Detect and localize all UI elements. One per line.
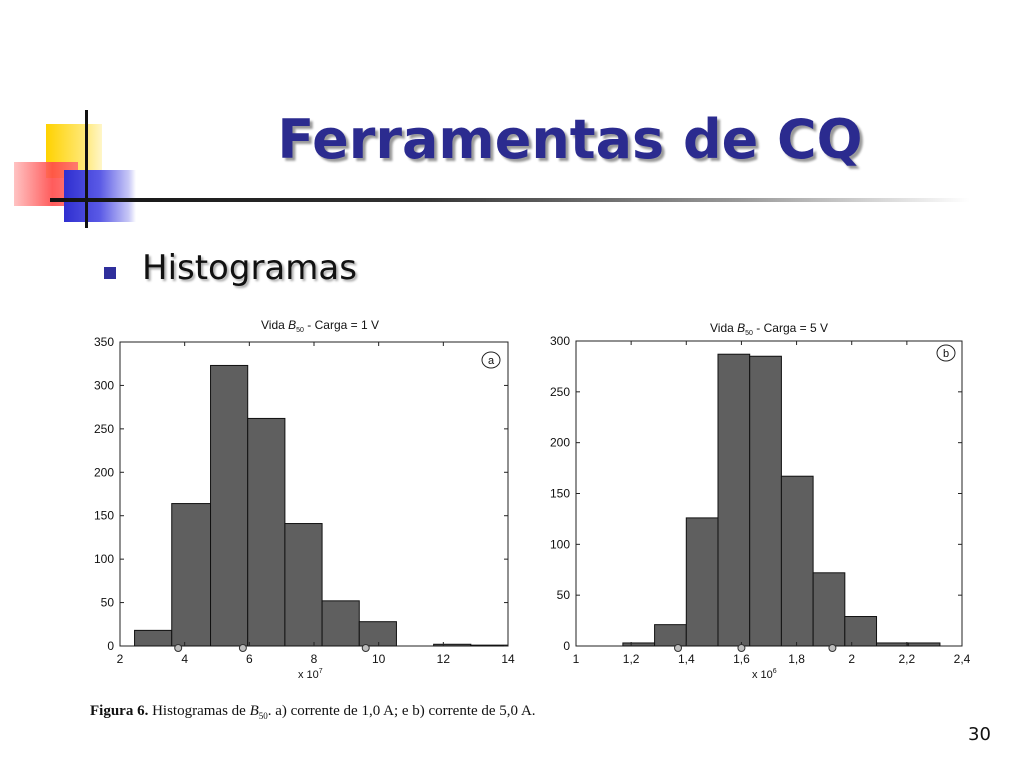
chart-a-bar — [470, 644, 509, 647]
chart-b-bar — [685, 517, 719, 647]
chart-b-marker — [828, 644, 837, 652]
chart-a-x-multiplier: x 107 — [298, 668, 323, 681]
caption-prefix: Histogramas de — [148, 703, 250, 719]
page-number: 30 — [968, 724, 991, 745]
chart-a-marker — [238, 644, 247, 652]
chart-b-x-tick-label: 1,2 — [623, 652, 640, 666]
chart-b-bar — [654, 624, 687, 647]
chart-a-y-tick-label: 250 — [94, 422, 114, 436]
chart-a-y-tick-label: 300 — [94, 378, 114, 392]
bullet-text: Histogramas — [142, 248, 357, 288]
chart-a-x-tick-label: 2 — [117, 652, 124, 666]
chart-b-y-tick-label: 250 — [550, 385, 570, 399]
chart-a-title-subscript: 50 — [296, 327, 304, 334]
chart-a-panel-label: a — [481, 351, 501, 369]
chart-b-x-tick-label: 1,8 — [788, 652, 805, 666]
chart-a-bar — [210, 364, 249, 647]
chart-a-marker — [174, 644, 183, 652]
chart-b-x-tick-label: 1 — [573, 652, 580, 666]
chart-b-bar — [907, 642, 941, 647]
chart-a-bar — [247, 417, 286, 647]
chart-a-x-tick-label: 14 — [501, 652, 515, 666]
chart-b-x-tick-label: 2,2 — [899, 652, 916, 666]
chart-a-y-tick-label: 200 — [94, 465, 114, 479]
chart-b-marker — [674, 644, 683, 652]
chart-b-bar — [844, 616, 878, 647]
caption-suffix: . a) corrente de 1,0 A; e b) corrente de… — [267, 703, 536, 719]
chart-b-marker — [737, 644, 746, 652]
chart-a-x-tick-label: 10 — [372, 652, 386, 666]
chart-a-title-suffix: - Carga = 1 V — [304, 318, 379, 332]
chart-b-y-tick-label: 200 — [550, 436, 570, 450]
histogram-b: Vida B50 - Carga = 5 V 05010015020025030… — [550, 321, 971, 681]
chart-a-bar — [321, 600, 360, 647]
chart-b-x-tick-label: 1,6 — [733, 652, 750, 666]
chart-b-bar — [717, 353, 751, 647]
chart-b-x-tick-label: 1,4 — [678, 652, 695, 666]
chart-b-title-suffix: - Carga = 5 V — [753, 321, 828, 335]
svg-text:a: a — [488, 355, 495, 367]
chart-a-bar — [134, 629, 173, 647]
chart-b-title-subscript: 50 — [745, 330, 753, 337]
histogram-a: Vida B50 - Carga = 1 V 05010015020025030… — [94, 318, 515, 681]
bullet-square-icon — [104, 267, 116, 279]
chart-a-y-tick-label: 100 — [94, 552, 114, 566]
chart-a-title: Vida B50 - Carga = 1 V — [261, 318, 379, 334]
title-rule — [50, 198, 970, 202]
chart-a-x-tick-label: 12 — [437, 652, 451, 666]
chart-a-x-tick-label: 6 — [246, 652, 253, 666]
chart-a-x-tick-label: 8 — [311, 652, 318, 666]
chart-b-x-tick-label: 2 — [848, 652, 855, 666]
caption-subscript: 50 — [258, 711, 268, 721]
slide-title: Ferramentas de CQ — [277, 108, 863, 171]
chart-b-bar — [622, 642, 656, 647]
chart-b-panel-label: b — [936, 344, 956, 362]
caption-bold: Figura 6. — [90, 703, 149, 719]
chart-a-y-tick-label: 50 — [101, 596, 115, 610]
figure-caption: Figura 6. Histogramas de B50. a) corrent… — [90, 703, 536, 721]
svg-text:b: b — [943, 348, 949, 360]
chart-a-bar — [284, 523, 323, 647]
chart-b-y-tick-label: 150 — [550, 487, 570, 501]
chart-b-title: Vida B50 - Carga = 5 V — [710, 321, 828, 337]
chart-b-x-tick-label: 2,4 — [954, 652, 971, 666]
chart-b-y-tick-label: 0 — [563, 639, 570, 653]
chart-a-bar — [171, 503, 212, 647]
chart-a-y-tick-label: 0 — [107, 639, 114, 653]
chart-b-y-tick-label: 50 — [557, 588, 571, 602]
chart-b-title-prefix: Vida — [710, 321, 737, 335]
chart-b-bar — [749, 355, 782, 647]
decor-vertical-line — [85, 110, 88, 228]
chart-a-title-prefix: Vida — [261, 318, 288, 332]
chart-b-bar — [780, 475, 814, 647]
chart-b-bar — [812, 572, 846, 647]
chart-a-bar — [358, 621, 397, 647]
caption-symbol: B — [249, 703, 259, 719]
chart-a-x-tick-label: 4 — [181, 652, 188, 666]
chart-b-x-multiplier: x 106 — [752, 668, 777, 681]
chart-a-y-tick-label: 350 — [94, 335, 114, 349]
decor-blue-square — [64, 170, 136, 222]
chart-a-bar — [433, 643, 472, 647]
chart-a-marker — [361, 644, 370, 652]
chart-b-y-tick-label: 300 — [550, 334, 570, 348]
chart-b-bar — [876, 642, 909, 647]
chart-b-y-tick-label: 100 — [550, 537, 570, 551]
chart-a-title-symbol: B — [288, 318, 296, 332]
chart-b-title-symbol: B — [737, 321, 745, 335]
chart-a-y-tick-label: 150 — [94, 509, 114, 523]
